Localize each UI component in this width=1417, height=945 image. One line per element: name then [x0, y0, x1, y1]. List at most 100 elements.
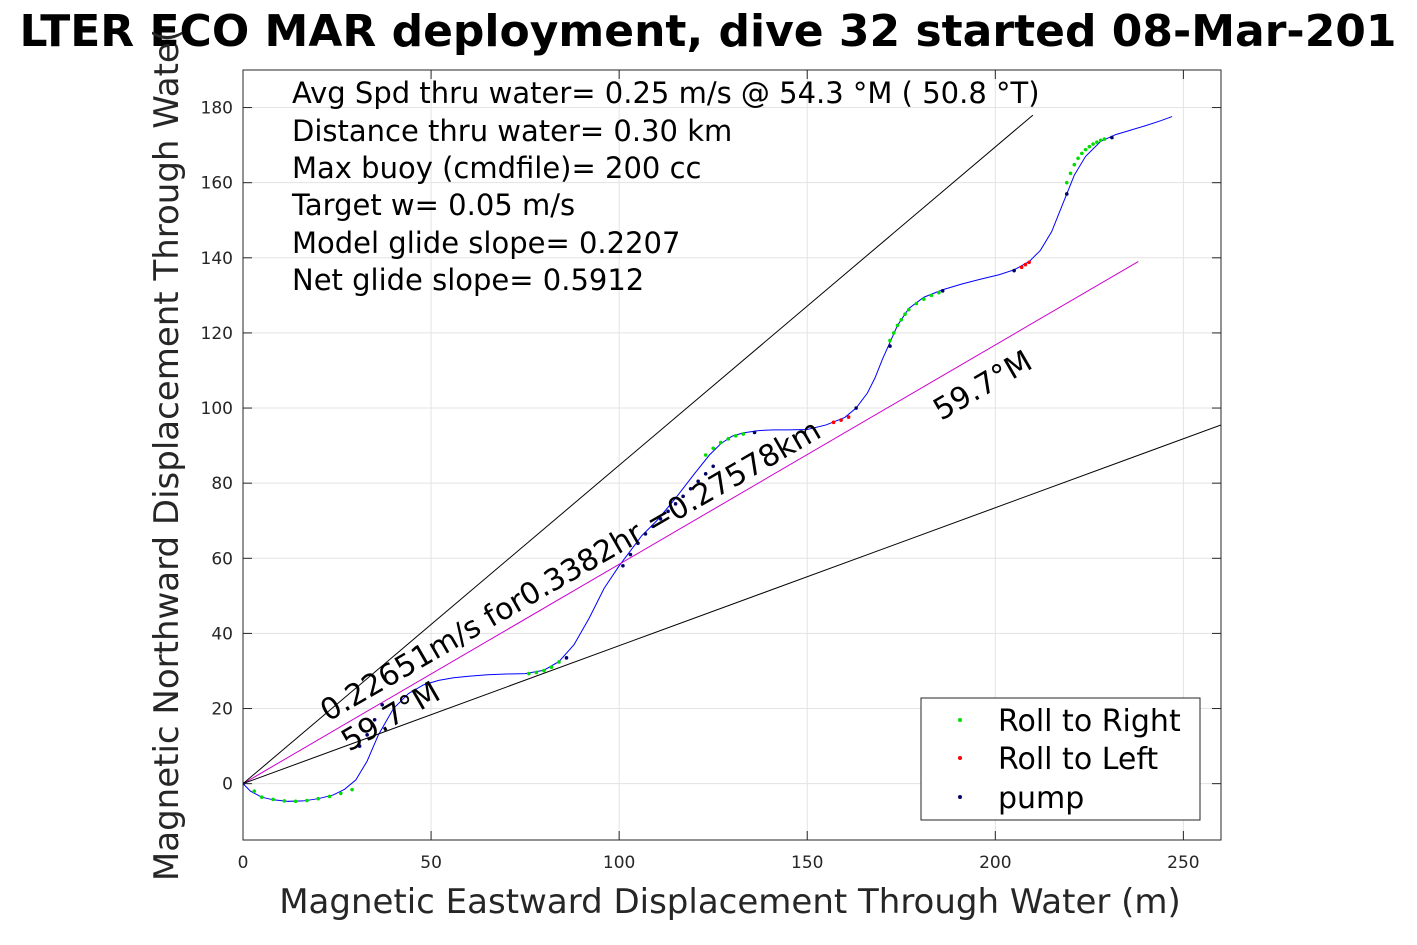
- point-roll-to-right: [542, 668, 546, 673]
- y-tick-label: 180: [201, 99, 233, 119]
- point-roll-to-left: [831, 420, 836, 425]
- point-pump: [1012, 268, 1016, 273]
- legend-marker-pump: [958, 795, 962, 799]
- point-roll-to-right: [1083, 147, 1088, 152]
- point-pump: [888, 344, 892, 348]
- stat-model-glide-slope: Model glide slope= 0.2207: [292, 226, 680, 260]
- point-roll-to-left: [1023, 262, 1028, 267]
- point-roll-to-right: [1072, 162, 1077, 167]
- legend-label-roll-right: Roll to Right: [998, 704, 1181, 739]
- x-tick-label: 100: [603, 853, 635, 873]
- y-tick-label: 120: [201, 324, 233, 344]
- y-axis-label: Magnetic Northward Displacement Through …: [147, 29, 187, 881]
- point-roll-to-right: [1068, 171, 1073, 176]
- point-roll-to-right: [895, 323, 900, 328]
- dive-statistics: Avg Spd thru water= 0.25 m/s @ 54.3 °M (…: [291, 76, 1040, 297]
- point-roll-to-right: [903, 312, 907, 316]
- point-roll-to-right: [327, 794, 332, 799]
- point-roll-to-right: [1064, 180, 1069, 185]
- legend: Roll to Right Roll to Left pump: [920, 697, 1201, 821]
- point-roll-to-right: [1080, 151, 1084, 156]
- point-roll-to-right: [282, 799, 287, 803]
- x-tick-label: 50: [420, 853, 442, 873]
- chart-title: LTER ECO MAR deployment, dive 32 started…: [19, 6, 1396, 57]
- x-tick-label: 250: [1167, 853, 1199, 873]
- point-roll-to-left: [846, 415, 851, 419]
- point-pump: [711, 464, 715, 469]
- point-roll-to-right: [906, 307, 911, 312]
- point-pump: [681, 494, 685, 499]
- point-roll-to-right: [733, 434, 738, 438]
- point-roll-to-right: [899, 317, 904, 322]
- y-tick-label: 140: [201, 249, 233, 269]
- point-roll-to-right: [1076, 156, 1080, 161]
- point-pump: [854, 406, 858, 410]
- series-line-6: [243, 424, 1221, 785]
- point-roll-to-right: [741, 432, 746, 436]
- legend-label-roll-left: Roll to Left: [998, 742, 1158, 777]
- stat-target-w: Target w= 0.05 m/s: [291, 188, 575, 222]
- point-roll-to-right: [252, 789, 257, 793]
- legend-marker-roll-right: [958, 718, 962, 722]
- point-pump: [688, 487, 693, 491]
- stat-distance: Distance thru water= 0.30 km: [292, 114, 732, 148]
- point-roll-to-right: [271, 797, 275, 802]
- point-pump: [696, 479, 700, 484]
- point-pump: [658, 517, 663, 521]
- point-pump: [643, 532, 648, 536]
- point-roll-to-right: [718, 440, 723, 445]
- point-pump: [1110, 135, 1114, 140]
- point-roll-to-left: [1019, 265, 1024, 269]
- legend-box: [920, 697, 1201, 821]
- point-roll-to-right: [549, 665, 554, 670]
- series-line-3: [243, 116, 1173, 802]
- point-roll-to-right: [703, 453, 708, 457]
- point-roll-to-right: [534, 670, 539, 675]
- data-series: [243, 114, 1221, 804]
- point-pump: [666, 509, 670, 514]
- point-roll-to-right: [1095, 140, 1099, 144]
- point-pump: [1064, 192, 1069, 196]
- point-pump: [564, 656, 569, 660]
- series-line-4: [243, 261, 1139, 785]
- point-roll-to-right: [293, 799, 298, 804]
- point-roll-to-right: [711, 446, 715, 451]
- y-tick-label: 80: [211, 474, 233, 494]
- x-axis-label: Magnetic Eastward Displacement Through W…: [279, 882, 1181, 922]
- stat-net-glide-slope: Net glide slope= 0.5912: [292, 263, 644, 297]
- point-roll-to-left: [839, 418, 843, 422]
- point-roll-to-right: [339, 791, 343, 796]
- point-pump: [673, 502, 678, 506]
- legend-marker-roll-left: [958, 756, 962, 760]
- y-tick-label: 100: [201, 399, 233, 419]
- point-roll-to-right: [1091, 142, 1095, 146]
- point-pump: [357, 744, 362, 748]
- point-roll-to-right: [914, 301, 919, 306]
- point-roll-to-right: [527, 671, 531, 676]
- point-roll-to-right: [260, 795, 264, 799]
- point-pump: [621, 564, 625, 568]
- x-tick-label: 150: [791, 853, 823, 873]
- point-roll-to-right: [1102, 137, 1107, 141]
- legend-label-pump: pump: [998, 781, 1084, 816]
- point-roll-to-right: [888, 338, 892, 343]
- point-roll-to-right: [350, 787, 354, 792]
- point-roll-to-right: [937, 290, 941, 295]
- point-pump: [365, 733, 369, 737]
- point-roll-to-right: [305, 798, 309, 803]
- y-tick-label: 160: [201, 174, 233, 194]
- y-tick-label: 40: [211, 624, 233, 644]
- point-pump: [703, 471, 708, 476]
- point-roll-to-right: [929, 293, 934, 298]
- y-tick-label: 20: [211, 700, 233, 720]
- y-tick-label: 60: [211, 549, 233, 569]
- point-pump: [651, 524, 655, 529]
- stat-max-buoy: Max buoy (cmdfile)= 200 cc: [292, 151, 701, 185]
- point-roll-to-right: [891, 331, 896, 335]
- point-roll-to-right: [1087, 144, 1092, 149]
- point-pump: [372, 718, 377, 722]
- point-roll-to-right: [726, 437, 731, 441]
- point-roll-to-right: [316, 796, 321, 801]
- series-line-5: [243, 114, 1034, 785]
- point-roll-to-right: [557, 660, 561, 664]
